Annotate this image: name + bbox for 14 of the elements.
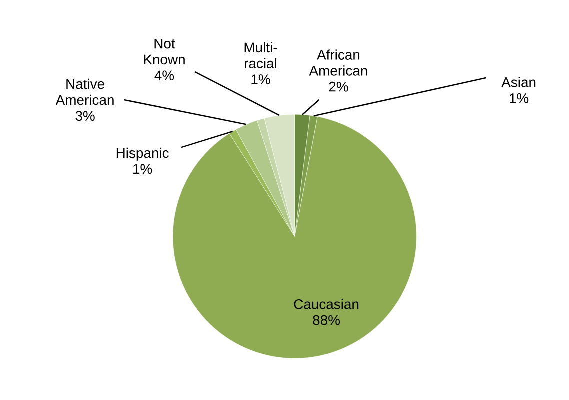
data-label: 1% xyxy=(510,94,529,104)
data-label: 88% xyxy=(313,315,340,326)
data-label: 2% xyxy=(329,82,348,92)
slice-label: Multi-racial xyxy=(244,42,278,69)
data-label: 4% xyxy=(154,70,174,81)
slice-label: African American xyxy=(309,50,368,76)
data-label: 1% xyxy=(252,74,270,84)
slice-label: Native American xyxy=(56,78,114,106)
slice-label: Hispanic xyxy=(116,148,169,161)
data-label: 1% xyxy=(134,164,152,174)
slice-label: Not Known xyxy=(144,38,185,65)
data-label: 3% xyxy=(76,111,95,122)
slice-label: Caucasian xyxy=(294,299,359,310)
slice-label: Asian xyxy=(502,77,536,88)
